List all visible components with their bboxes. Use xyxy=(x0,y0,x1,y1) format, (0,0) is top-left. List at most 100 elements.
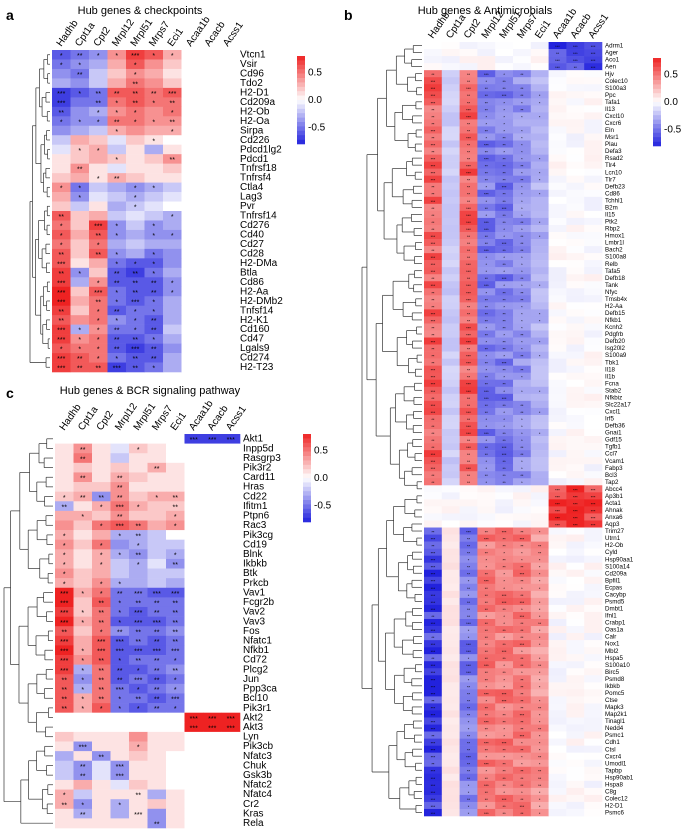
significance-mark: * xyxy=(503,121,505,126)
heatmap-cell xyxy=(203,597,222,608)
heatmap-cell xyxy=(459,633,478,641)
heatmap-cell xyxy=(513,710,532,718)
row-label-Ifitm1: Ifitm1 xyxy=(243,501,268,512)
significance-mark: ** xyxy=(431,544,435,549)
heatmap-cell xyxy=(566,668,585,676)
significance-mark: ** xyxy=(485,748,489,753)
heatmap-cell xyxy=(513,583,532,592)
heatmap-cell xyxy=(70,286,90,297)
row-label-Btk: Btk xyxy=(243,568,258,579)
heatmap-cell xyxy=(459,724,478,732)
heatmap-cell xyxy=(548,499,567,507)
heatmap-cell xyxy=(584,288,603,296)
significance-mark: ** xyxy=(136,697,142,704)
heatmap-cell xyxy=(477,731,496,739)
heatmap-cell xyxy=(92,597,111,608)
heatmap-cell xyxy=(441,140,460,148)
heatmap-cell xyxy=(441,485,460,493)
heatmap-cell xyxy=(548,246,567,254)
significance-mark: ** xyxy=(431,185,435,190)
heatmap-cell xyxy=(477,189,496,198)
heatmap-cell xyxy=(548,288,567,296)
heatmap-cell xyxy=(584,281,603,289)
row-label-Cd72: Cd72 xyxy=(243,655,267,666)
significance-mark: * xyxy=(134,72,137,79)
row-label-Birc5: Birc5 xyxy=(605,669,620,676)
heatmap-cell xyxy=(55,664,74,675)
heatmap-cell xyxy=(441,450,460,458)
heatmap-cell xyxy=(89,50,108,60)
heatmap-cell xyxy=(530,126,549,134)
heatmap-cell xyxy=(129,510,148,521)
heatmap-cell xyxy=(55,472,74,483)
heatmap-cell xyxy=(513,407,532,416)
heatmap-cell xyxy=(221,635,241,646)
colorbar-segment xyxy=(297,130,305,136)
heatmap-cell xyxy=(52,353,71,363)
significance-mark: *** xyxy=(431,382,436,387)
heatmap-cell xyxy=(126,211,145,221)
heatmap-cell xyxy=(52,324,71,335)
heatmap-cell xyxy=(548,576,567,585)
heatmap-cell xyxy=(548,513,567,521)
heatmap-cell xyxy=(424,253,443,261)
heatmap-cell xyxy=(181,97,201,108)
heatmap-cell xyxy=(129,760,148,771)
row-label-Vsir: Vsir xyxy=(240,59,258,70)
significance-mark: *** xyxy=(573,494,578,499)
heatmap-cell xyxy=(584,492,603,500)
heatmap-cell xyxy=(129,722,148,733)
heatmap-cell xyxy=(459,42,478,50)
heatmap-cell xyxy=(92,453,111,464)
significance-mark: ** xyxy=(485,445,489,450)
heatmap-cell xyxy=(92,760,111,771)
heatmap-cell xyxy=(548,492,567,500)
heatmap-cell xyxy=(566,295,585,303)
significance-mark: ** xyxy=(503,558,507,563)
heatmap-cell xyxy=(548,182,567,191)
heatmap-cell xyxy=(495,154,514,162)
heatmap-cell xyxy=(513,597,532,606)
significance-mark: * xyxy=(174,524,177,531)
significance-mark: * xyxy=(118,697,121,704)
significance-mark: * xyxy=(486,544,488,549)
significance-mark: * xyxy=(486,755,488,760)
heatmap-cell xyxy=(530,267,549,275)
row-label-Pik3cb: Pik3cb xyxy=(243,741,273,752)
heatmap-cell xyxy=(55,770,74,781)
heatmap-cell xyxy=(548,98,567,106)
heatmap-cell xyxy=(441,562,460,571)
heatmap-cell xyxy=(548,604,567,613)
panel-a: a Hub genes & checkpoints HadhbCpt1aCpt2… xyxy=(6,5,326,373)
row-label-Prkcb: Prkcb xyxy=(243,578,269,589)
heatmap-cell xyxy=(513,450,532,458)
significance-mark: ** xyxy=(117,476,123,483)
row-label-Hsp90ab1: Hsp90ab1 xyxy=(605,774,634,781)
heatmap-cell xyxy=(107,116,127,127)
heatmap-cell xyxy=(530,323,549,331)
heatmap-cell xyxy=(163,211,182,221)
heatmap-cell xyxy=(513,253,532,261)
colorbar-segment xyxy=(297,60,305,66)
heatmap-cell xyxy=(441,386,460,395)
heatmap-cell xyxy=(548,231,567,240)
heatmap-cell xyxy=(166,434,185,444)
significance-mark: ** xyxy=(503,135,507,140)
significance-mark: ** xyxy=(485,93,489,98)
heatmap-cell xyxy=(495,583,514,592)
heatmap-cell xyxy=(218,116,238,127)
heatmap-cell xyxy=(55,722,74,733)
heatmap-cell xyxy=(163,163,182,174)
heatmap-cell xyxy=(221,674,241,685)
heatmap-cell xyxy=(513,703,532,711)
heatmap-cell xyxy=(513,288,532,296)
heatmap-cell xyxy=(89,106,108,117)
significance-mark: *** xyxy=(466,410,471,415)
heatmap-cell xyxy=(110,770,130,781)
significance-mark: *** xyxy=(134,649,142,656)
heatmap-cell xyxy=(424,133,443,141)
heatmap-cell xyxy=(110,549,130,560)
heatmap-cell xyxy=(477,429,496,437)
heatmap-cell xyxy=(73,616,93,627)
heatmap-cell xyxy=(566,689,585,697)
